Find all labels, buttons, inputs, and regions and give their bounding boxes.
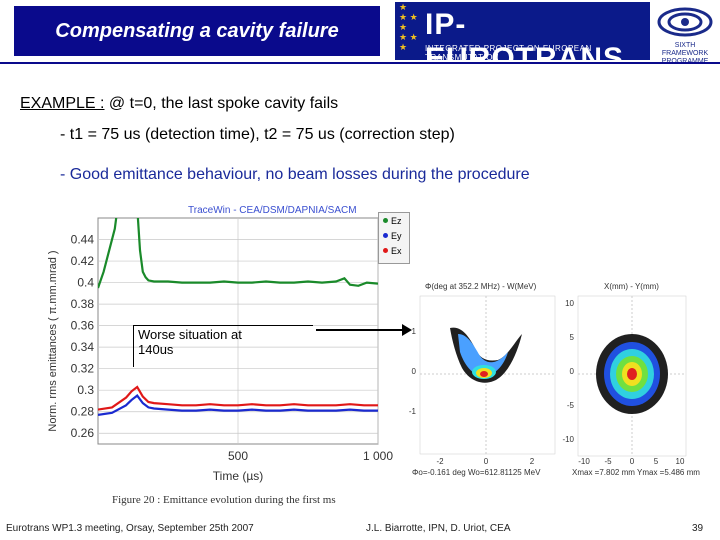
y-tick-label: 0.34 <box>71 340 95 354</box>
phase-x-tick-label: -2 <box>436 457 444 466</box>
worst-case-annotation: Worse situation at 140us <box>133 325 313 367</box>
xy-y-tick-label: -10 <box>562 435 574 444</box>
fp6-text: SIXTH FRAMEWORK PROGRAMME <box>661 42 709 65</box>
example-label: EXAMPLE : <box>20 95 105 112</box>
example-text: @ t=0, the last spoke cavity fails <box>104 95 339 112</box>
phase-x-tick-label: 2 <box>530 457 535 466</box>
series-line-ex <box>98 385 378 411</box>
x-axis-label: Time (µs) <box>213 469 263 483</box>
annotation-line2: 140us <box>138 342 174 357</box>
x-tick-label: 1 000 <box>363 449 393 463</box>
slide-title: Compensating a cavity failure <box>14 6 380 56</box>
y-axis-label: Norm. rms emittances ( π.mm.mrad ) <box>47 250 59 431</box>
xy-y-tick-label: 10 <box>565 299 574 308</box>
legend-item-ey: Ey <box>379 228 409 243</box>
phase-plot-phi-w-footer: Φo=-0.161 deg Wo=612.81125 MeV <box>412 468 541 477</box>
y-tick-label: 0.28 <box>71 405 95 419</box>
legend-item-ez: Ez <box>379 213 409 228</box>
xy-x-tick-label: -10 <box>578 457 590 466</box>
xy-y-tick-label: 5 <box>570 333 575 342</box>
legend-label-ex: Ex <box>391 245 402 256</box>
series-line-ez <box>98 218 378 289</box>
phase-plot-x-y-footer: Xmax =7.802 mm Ymax =5.486 mm <box>572 468 700 477</box>
legend-dot-icon <box>383 248 388 253</box>
fp6-emblem-icon <box>657 7 713 37</box>
bullet-timing: - t1 = 75 us (detection time), t2 = 75 u… <box>60 126 455 143</box>
phase-plot-phi-w-title: Φ(deg at 352.2 MHz) - W(MeV) <box>425 282 537 291</box>
header-rule <box>0 62 720 64</box>
xy-x-tick-label: 0 <box>630 457 635 466</box>
legend-label-ey: Ey <box>391 230 402 241</box>
arrow-head-icon <box>402 324 412 336</box>
y-tick-label: 0.4 <box>77 276 94 290</box>
chart-legend: Ez Ey Ex <box>378 212 410 264</box>
y-tick-label: 0.38 <box>71 297 95 311</box>
logo-sub-text: INTEGRATED PROJECT ON EUROPEAN TRANSMUTA… <box>425 44 592 60</box>
y-tick-label: 0.36 <box>71 319 95 333</box>
legend-label-ez: Ez <box>391 215 402 226</box>
phase-x-tick-label: 0 <box>484 457 489 466</box>
phase-y-tick-label: 1 <box>412 327 417 336</box>
y-tick-label: 0.42 <box>71 254 95 268</box>
phase-y-tick-label: 0 <box>412 367 417 376</box>
footer-meeting: Eurotrans WP1.3 meeting, Orsay, Septembe… <box>6 523 254 534</box>
phase-y-tick-label: -1 <box>409 407 417 416</box>
footer-authors: J.L. Biarrotte, IPN, D. Uriot, CEA <box>366 523 511 534</box>
phase-plot-x-y-title: X(mm) - Y(mm) <box>604 282 659 291</box>
phase-plot-x-y <box>577 295 687 457</box>
y-tick-label: 0.32 <box>71 362 95 376</box>
header-bar: Compensating a cavity failure ★ ★ ★ ★ ★ ★ ★ … <box>0 0 720 65</box>
y-tick-label: 0.26 <box>71 426 95 440</box>
y-tick-label: 0.3 <box>77 383 94 397</box>
legend-dot-icon <box>383 233 388 238</box>
series-line-ey <box>98 394 378 416</box>
x-tick-label: 500 <box>228 449 248 463</box>
example-line: EXAMPLE : @ t=0, the last spoke cavity f… <box>20 95 338 113</box>
phase-plot-phi-w <box>419 295 556 455</box>
xy-y-tick-label: -5 <box>567 401 575 410</box>
chart-title: TraceWin - CEA/DSM/DAPNIA/SACM <box>188 205 357 216</box>
sixth-framework-logo: SIXTH FRAMEWORK PROGRAMME <box>652 2 718 65</box>
xy-y-tick-label: 0 <box>570 367 575 376</box>
eu-stars-icon: ★ ★ ★ ★ ★ ★ ★ <box>399 2 418 52</box>
legend-item-ex: Ex <box>379 243 409 258</box>
xy-x-tick-label: -5 <box>604 457 612 466</box>
logo-main-text: IP-EUROTRANS <box>425 8 625 60</box>
ip-eurotrans-logo: ★ ★ ★ ★ ★ ★ ★ IP-EUROTRANS INTEGRATED PROJEC… <box>395 2 650 60</box>
annotation-line1: Worse situation at <box>138 327 242 342</box>
bullet-emittance: - Good emittance behaviour, no beam loss… <box>60 166 530 183</box>
legend-dot-icon <box>383 218 388 223</box>
figure-caption: Figure 20 : Emittance evolution during t… <box>112 494 336 506</box>
y-tick-label: 0.44 <box>71 233 95 247</box>
xy-x-tick-label: 5 <box>654 457 659 466</box>
xy-x-tick-label: 10 <box>676 457 685 466</box>
footer-page-number: 39 <box>692 523 704 534</box>
